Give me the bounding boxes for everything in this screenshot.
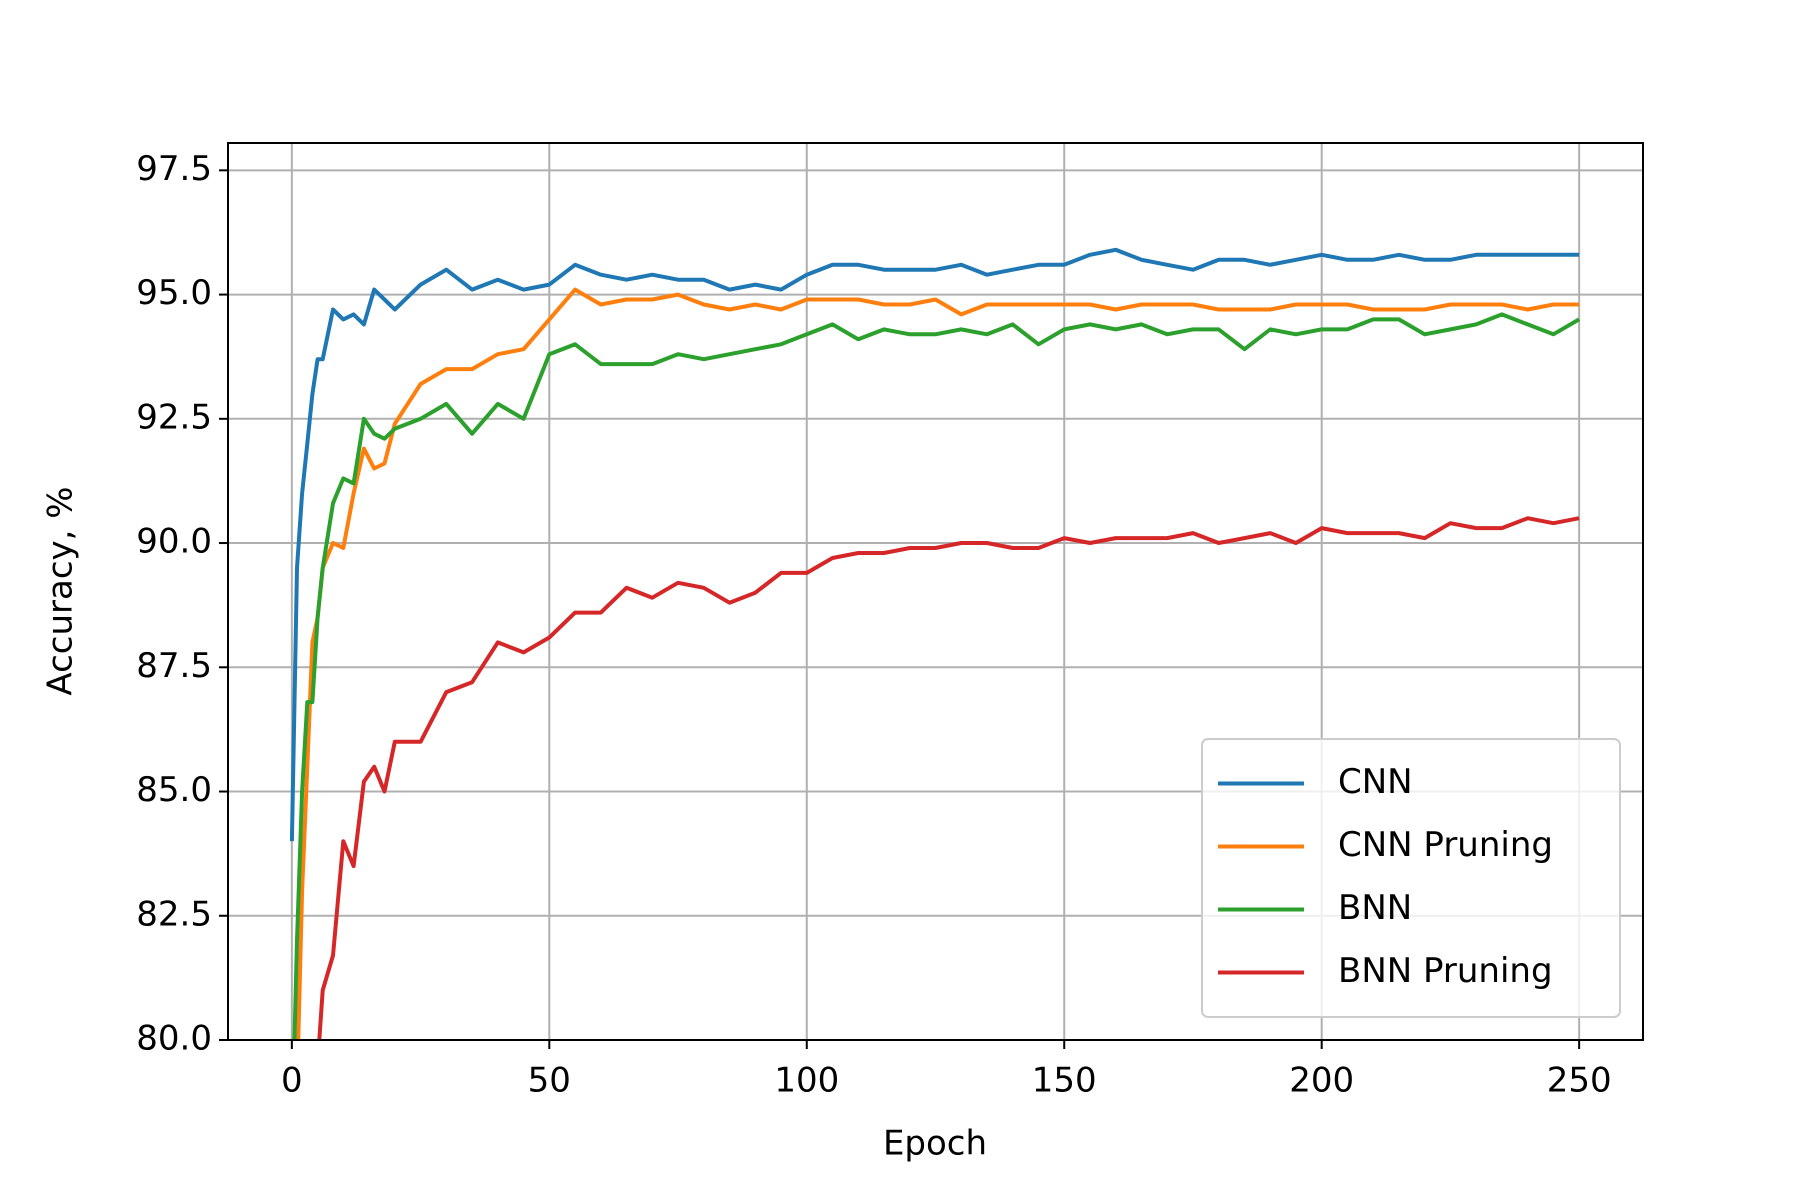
legend: CNN CNN Pruning BNN BNN Pruning [1201, 738, 1621, 1018]
series-line [289, 247, 1580, 842]
y-tick-label: 90.0 [136, 522, 212, 562]
y-tick-label: 97.5 [136, 149, 212, 189]
y-axis-label: Accuracy, % [41, 486, 81, 695]
legend-label: BNN [1338, 888, 1412, 928]
series-line [296, 287, 1580, 1040]
ticks: 0 50 100 150 200 250 80.0 82.5 85.0 87.5 90.0 92.5 9… [136, 149, 1611, 1101]
y-tick-label: 85.0 [136, 770, 212, 810]
x-tick-label: 250 [1547, 1061, 1612, 1101]
y-tick-label: 92.5 [136, 397, 212, 437]
x-tick-label: 200 [1289, 1061, 1354, 1101]
legend-label: BNN Pruning [1338, 951, 1553, 991]
y-tick-label: 87.5 [136, 646, 212, 686]
x-tick-label: 150 [1032, 1061, 1097, 1101]
y-tick-label: 82.5 [136, 894, 212, 934]
legend-box [1201, 738, 1621, 1018]
grid [228, 143, 1643, 1041]
plot-lines [289, 247, 1581, 1040]
x-tick-label: 0 [281, 1061, 303, 1101]
legend-label: CNN [1338, 762, 1413, 802]
x-axis-label: Epoch [883, 1124, 987, 1164]
x-tick-label: 100 [774, 1061, 839, 1101]
x-tick-label: 50 [528, 1061, 571, 1101]
series-line [317, 516, 1580, 1040]
y-tick-label: 95.0 [136, 273, 212, 313]
legend-label: CNN Pruning [1338, 825, 1553, 865]
y-tick-label: 80.0 [136, 1019, 212, 1059]
series-line [292, 312, 1581, 1040]
plot-frame [227, 142, 1644, 1041]
